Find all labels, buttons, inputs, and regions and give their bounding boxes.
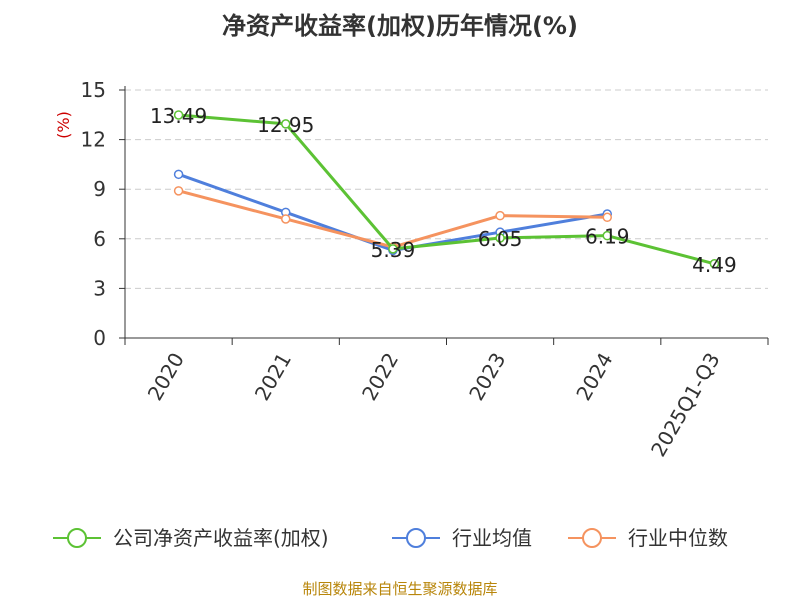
series-point — [602, 212, 612, 223]
legend-marker — [67, 528, 87, 548]
y-tick-label: 3 — [93, 276, 106, 300]
legend-label: 公司净资产收益率(加权) — [113, 526, 329, 550]
data-label: 5.39 — [371, 238, 416, 262]
x-tick-label: 2020 — [143, 349, 189, 405]
x-tick-label: 2025Q1-Q3 — [646, 349, 725, 461]
y-tick-label: 15 — [81, 78, 106, 102]
legend-item: 公司净资产收益率(加权) — [53, 526, 329, 550]
series-point — [281, 119, 291, 129]
tick-labels: 0 3 6 9 12 15 2020 2021 2022 2023 2024 2025Q1-Q3 — [81, 78, 725, 461]
source-note: 制图数据来自恒生聚源数据库 — [302, 580, 497, 598]
y-tick-label: 0 — [93, 326, 106, 350]
series-point — [709, 259, 720, 269]
legend-label: 行业中位数 — [628, 526, 728, 550]
series-point — [173, 169, 184, 180]
data-label: 4.49 — [692, 253, 737, 277]
data-labels: 13.49 12.95 5.39 6.05 6.19 4.49 — [150, 104, 737, 277]
series-point — [173, 110, 184, 120]
data-label: 13.49 — [150, 104, 207, 128]
y-axis-label: (%) — [54, 111, 73, 139]
x-tick-label: 2022 — [357, 349, 403, 405]
grid — [125, 89, 768, 289]
y-tick-label: 9 — [93, 177, 106, 201]
axes — [119, 86, 769, 345]
series-point — [602, 230, 612, 241]
y-tick-label: 12 — [81, 128, 106, 152]
x-tick-label: 2021 — [250, 349, 296, 405]
legend-item: 行业均值 — [392, 526, 532, 550]
x-tick-label: 2024 — [571, 349, 617, 405]
series-point — [173, 186, 184, 196]
series-point — [495, 210, 505, 221]
data-label: 12.95 — [257, 113, 314, 137]
legend-label: 行业均值 — [452, 526, 532, 550]
data-label: 6.19 — [585, 225, 630, 249]
series-point — [281, 214, 291, 224]
y-tick-label: 6 — [93, 227, 106, 251]
data-label: 6.05 — [478, 227, 523, 251]
series-lines — [173, 110, 720, 269]
legend-item: 行业中位数 — [568, 526, 728, 550]
series-point — [388, 244, 398, 254]
legend: 公司净资产收益率(加权) 行业均值 行业中位数 — [53, 526, 728, 550]
x-tick-label: 2023 — [464, 349, 510, 405]
legend-marker — [406, 528, 426, 548]
legend-marker — [582, 528, 602, 548]
chart-title: 净资产收益率(加权)历年情况(%) — [222, 12, 578, 40]
series-line — [178, 113, 715, 266]
series-point — [495, 233, 505, 243]
